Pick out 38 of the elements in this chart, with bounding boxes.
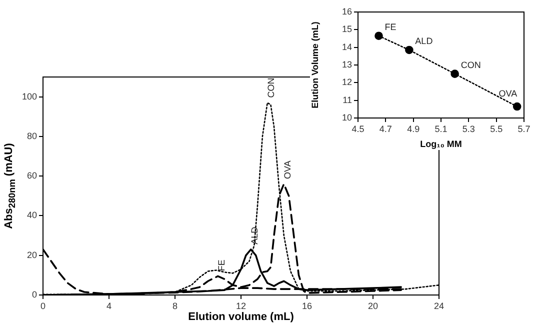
annotation: ALD <box>249 226 260 244</box>
y-tick-label: 60 <box>26 170 37 181</box>
y-tick-label: 15 <box>342 24 352 34</box>
y-tick-label: 11 <box>342 94 352 105</box>
x-tick-label: 16 <box>302 300 312 311</box>
y-tick-label: 40 <box>26 210 37 220</box>
x-tick-label: 4.5 <box>352 124 364 134</box>
x-tick-label: 24 <box>434 300 444 311</box>
y-tick-label: 12 <box>342 77 352 88</box>
y-tick-label: 14 <box>342 42 352 52</box>
x-tick-label: 4 <box>106 300 112 311</box>
y-axis-title: Elution Volume (mL) <box>310 22 320 108</box>
x-tick-label: 5.3 <box>462 124 475 134</box>
annotation: FE <box>216 260 226 272</box>
y-tick-label: 20 <box>26 250 37 260</box>
annotation: CON <box>266 78 276 98</box>
x-tick-label: 0 <box>40 300 46 311</box>
x-tick-label: 8 <box>172 300 178 311</box>
x-axis-title: Log₁₀ MM <box>420 139 462 150</box>
x-tick-label: 5.5 <box>490 124 503 134</box>
annotation: CON <box>460 60 481 70</box>
y-tick-label: 13 <box>342 59 352 70</box>
annotation: ALD <box>415 36 434 46</box>
y-tick-label: 16 <box>342 6 352 16</box>
x-tick-label: 5.1 <box>434 124 448 134</box>
x-tick-label: 20 <box>368 300 378 311</box>
annotation: OVA <box>498 88 518 98</box>
y-tick-label: 10 <box>342 112 352 122</box>
y-tick-label: 100 <box>22 91 37 102</box>
x-tick-label: 4.7 <box>379 124 392 134</box>
x-tick-label: 4.9 <box>407 124 420 134</box>
annotation: OVA <box>282 160 292 180</box>
x-axis-title: Elution volume (mL) <box>188 311 294 323</box>
x-tick-label: 5.7 <box>518 124 530 134</box>
y-tick-label: 80 <box>26 130 37 141</box>
y-tick-label: 0 <box>32 289 37 300</box>
x-tick-label: 12 <box>236 300 246 311</box>
annotation: FE <box>384 22 396 32</box>
